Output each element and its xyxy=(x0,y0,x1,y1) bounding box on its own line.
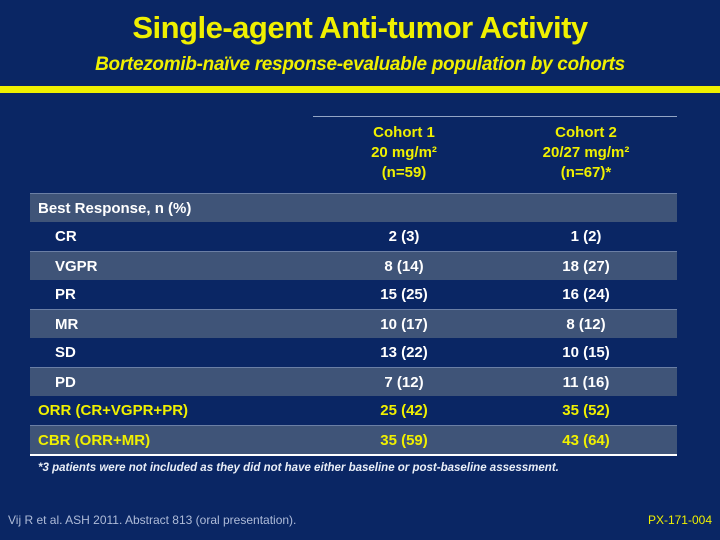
row-value-cohort1: 10 (17) xyxy=(380,315,428,333)
column-header-cohort2: Cohort 2 20/27 mg/m² (n=67)* xyxy=(495,123,677,183)
slide-subtitle: Bortezomib-naïve response-evaluable popu… xyxy=(95,54,625,75)
slide-title: Single-agent Anti-tumor Activity xyxy=(132,10,588,45)
table-header: Cohort 1 20 mg/m² (n=59) Cohort 2 20/27 … xyxy=(30,116,677,193)
row-value-cohort2: 8 (12) xyxy=(566,315,606,333)
table-row-pr: PR 15 (25) 16 (24) xyxy=(30,280,677,309)
row-label: CBR (ORR+MR) xyxy=(38,431,151,449)
response-table: Cohort 1 20 mg/m² (n=59) Cohort 2 20/27 … xyxy=(30,116,677,456)
row-value-cohort1: 25 (42) xyxy=(380,402,428,419)
row-value-cohort1: 2 (3) xyxy=(388,228,420,245)
cohort1-n: (n=59) xyxy=(381,164,427,181)
slide-code: PX-171-004 xyxy=(647,513,712,527)
row-label: PR xyxy=(55,286,76,303)
row-label: ORR (CR+VGPR+PR) xyxy=(38,402,189,419)
section-header-row: Best Response, n (%) xyxy=(30,193,677,222)
table-bottom-border xyxy=(30,454,677,456)
table-row-sd: SD 13 (22) 10 (15) xyxy=(30,338,677,367)
table-row-vgpr: VGPR 8 (14) 18 (27) xyxy=(30,251,677,280)
header-spacer xyxy=(30,116,313,193)
title-underline-rule xyxy=(0,86,720,93)
row-value-cohort1: 35 (59) xyxy=(380,431,428,449)
row-value-cohort1: 15 (25) xyxy=(380,286,428,303)
citation: Vij R et al. ASH 2011. Abstract 813 (ora… xyxy=(8,513,297,527)
column-header-cohort1: Cohort 1 20 mg/m² (n=59) xyxy=(313,123,495,183)
table-row-orr: ORR (CR+VGPR+PR) 25 (42) 35 (52) xyxy=(30,396,677,425)
row-value-cohort2: 10 (15) xyxy=(562,344,610,361)
section-header-label: Best Response, n (%) xyxy=(38,199,192,217)
cohort2-name: Cohort 2 xyxy=(555,124,617,141)
table-row-mr: MR 10 (17) 8 (12) xyxy=(30,309,677,338)
row-label: MR xyxy=(55,315,79,333)
row-value-cohort2: 43 (64) xyxy=(562,431,610,449)
row-label: CR xyxy=(55,228,77,245)
row-value-cohort2: 1 (2) xyxy=(570,228,602,245)
cohort2-n: (n=67)* xyxy=(560,164,612,181)
row-value-cohort2: 35 (52) xyxy=(562,402,610,419)
cohort1-name: Cohort 1 xyxy=(373,124,435,141)
cohort1-dose: 20 mg/m² xyxy=(371,144,437,161)
row-value-cohort1: 7 (12) xyxy=(384,373,424,391)
table-row-cbr: CBR (ORR+MR) 35 (59) 43 (64) xyxy=(30,425,677,454)
footnote: *3 patients were not included as they di… xyxy=(38,462,559,474)
row-value-cohort1: 13 (22) xyxy=(380,344,428,361)
row-label: SD xyxy=(55,344,76,361)
row-value-cohort2: 18 (27) xyxy=(562,257,610,275)
cohort2-dose: 20/27 mg/m² xyxy=(542,144,630,161)
row-label: VGPR xyxy=(55,257,98,275)
row-value-cohort2: 16 (24) xyxy=(562,286,610,303)
header-cohort-columns: Cohort 1 20 mg/m² (n=59) Cohort 2 20/27 … xyxy=(313,116,677,193)
table-row-pd: PD 7 (12) 11 (16) xyxy=(30,367,677,396)
row-value-cohort2: 11 (16) xyxy=(562,373,610,391)
table-row-cr: CR 2 (3) 1 (2) xyxy=(30,222,677,251)
row-label: PD xyxy=(55,373,76,391)
row-value-cohort1: 8 (14) xyxy=(384,257,424,275)
